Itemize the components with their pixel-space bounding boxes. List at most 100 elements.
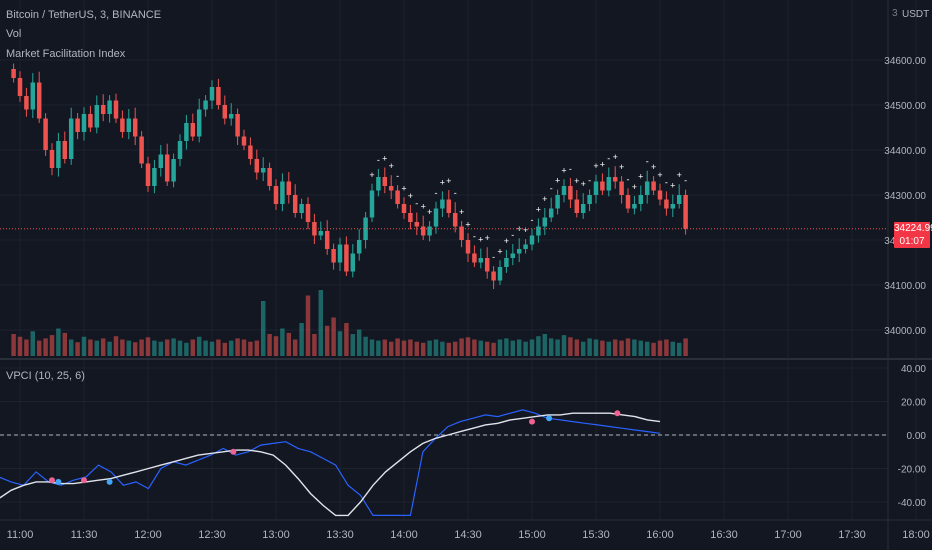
volume-bar bbox=[401, 340, 407, 356]
volume-bar bbox=[196, 336, 202, 356]
mfi-marker: - bbox=[511, 230, 514, 240]
candle-body bbox=[440, 199, 445, 209]
volume-bar bbox=[132, 342, 138, 356]
candle-body bbox=[587, 195, 592, 204]
time-tick-label: 17:30 bbox=[838, 529, 866, 541]
candle-body bbox=[203, 100, 208, 110]
candle-body bbox=[184, 123, 189, 141]
volume-bar bbox=[593, 339, 599, 356]
candle-body bbox=[292, 195, 298, 213]
volume-bar bbox=[612, 339, 618, 356]
volume-bar bbox=[625, 338, 631, 356]
mfi-marker: + bbox=[593, 161, 598, 171]
vol-label[interactable]: Vol bbox=[6, 28, 22, 40]
mfi-marker: - bbox=[684, 176, 687, 186]
vpci-tick-label: -40.00 bbox=[898, 498, 927, 509]
volume-bar bbox=[292, 339, 298, 356]
volume-bar bbox=[152, 340, 157, 356]
candle-body bbox=[17, 78, 23, 96]
volume-bar bbox=[542, 334, 548, 356]
volume-bar bbox=[452, 341, 458, 356]
candle-body bbox=[312, 222, 317, 236]
volume-bar bbox=[318, 290, 324, 356]
candle-body bbox=[24, 96, 29, 110]
volume-bar bbox=[126, 340, 132, 356]
price-tick-label: 34400.00 bbox=[884, 146, 926, 157]
symbol-title[interactable]: Bitcoin / TetherUS, 3, BINANCE bbox=[6, 9, 162, 21]
volume-bar bbox=[260, 301, 266, 356]
candle-body bbox=[401, 204, 407, 213]
candle-body bbox=[638, 195, 644, 204]
axis-mode-indicator[interactable]: 3 bbox=[892, 8, 898, 19]
candle-body bbox=[145, 163, 151, 186]
price-tick-label: 34300.00 bbox=[884, 191, 926, 202]
vpci-label[interactable]: VPCI (10, 25, 6) bbox=[6, 370, 85, 382]
volume-bar bbox=[190, 339, 196, 356]
candle-body bbox=[510, 253, 516, 258]
mfi-label[interactable]: Market Facilitation Index bbox=[6, 48, 126, 60]
volume-bar bbox=[56, 328, 61, 356]
volume-bar bbox=[209, 341, 215, 356]
volume-bar bbox=[376, 340, 381, 356]
volume-bar bbox=[305, 295, 311, 356]
time-tick-label: 14:30 bbox=[454, 529, 482, 541]
mfi-marker: + bbox=[574, 176, 579, 186]
time-tick-label: 16:00 bbox=[646, 529, 674, 541]
volume-bar bbox=[164, 339, 170, 356]
candle-body bbox=[523, 244, 528, 249]
volume-bar bbox=[324, 325, 330, 356]
candle-body bbox=[516, 249, 522, 254]
candle-body bbox=[273, 186, 279, 204]
volume-bar bbox=[606, 341, 612, 356]
candle-body bbox=[625, 195, 631, 209]
vpci-axis: 40.00 20.00 0.00 -20.00 -40.00 bbox=[898, 364, 927, 509]
candle-body bbox=[190, 123, 196, 137]
mfi-marker: - bbox=[454, 188, 457, 198]
volume-bar bbox=[344, 323, 349, 356]
candle-body bbox=[49, 150, 55, 168]
candle-body bbox=[209, 87, 215, 101]
time-tick-label: 13:00 bbox=[262, 529, 290, 541]
candle-body bbox=[196, 109, 202, 137]
mfi-marker: - bbox=[607, 154, 610, 164]
mfi-marker: + bbox=[459, 207, 464, 217]
candle-body bbox=[171, 159, 176, 182]
candle-body bbox=[632, 204, 637, 209]
time-axis: 11:00 11:30 12:00 12:30 13:00 13:30 14:00 14:30… bbox=[7, 529, 930, 541]
candle-body bbox=[683, 195, 688, 229]
crossover-dot bbox=[49, 477, 55, 484]
volume-bar bbox=[30, 331, 36, 356]
volume-bar bbox=[337, 331, 343, 356]
volume-bar bbox=[523, 341, 528, 356]
currency-badge[interactable]: USDT bbox=[902, 9, 930, 20]
mfi-marker: + bbox=[369, 170, 374, 180]
crossover-dot bbox=[546, 415, 553, 422]
time-tick-label: 18:00 bbox=[902, 529, 930, 541]
candle-body bbox=[100, 105, 106, 114]
current-price-value: 34224.99 bbox=[894, 223, 932, 234]
volume-bar bbox=[619, 340, 624, 356]
volume-bar bbox=[171, 338, 176, 356]
mfi-marker: - bbox=[550, 184, 553, 194]
candle-body bbox=[164, 154, 170, 182]
candle-body bbox=[36, 82, 42, 119]
mfi-marker: + bbox=[465, 219, 470, 229]
candle-body bbox=[612, 177, 618, 182]
candle-body bbox=[267, 168, 272, 186]
volume-bar bbox=[574, 339, 580, 356]
price-tick-label: 34600.00 bbox=[884, 56, 926, 67]
vpci-tick-label: 0.00 bbox=[907, 431, 927, 442]
candle-body bbox=[504, 258, 509, 267]
volume-bar bbox=[286, 332, 292, 356]
candle-body bbox=[664, 199, 669, 209]
volume-bar bbox=[235, 338, 240, 356]
mfi-marker: + bbox=[523, 225, 528, 235]
candle-body bbox=[433, 208, 439, 227]
volume-bar bbox=[273, 336, 279, 356]
candle-body bbox=[568, 186, 573, 200]
volume-bar bbox=[414, 341, 420, 356]
candle-body bbox=[388, 186, 394, 191]
candle-body bbox=[241, 136, 247, 146]
candle-body bbox=[11, 69, 16, 78]
